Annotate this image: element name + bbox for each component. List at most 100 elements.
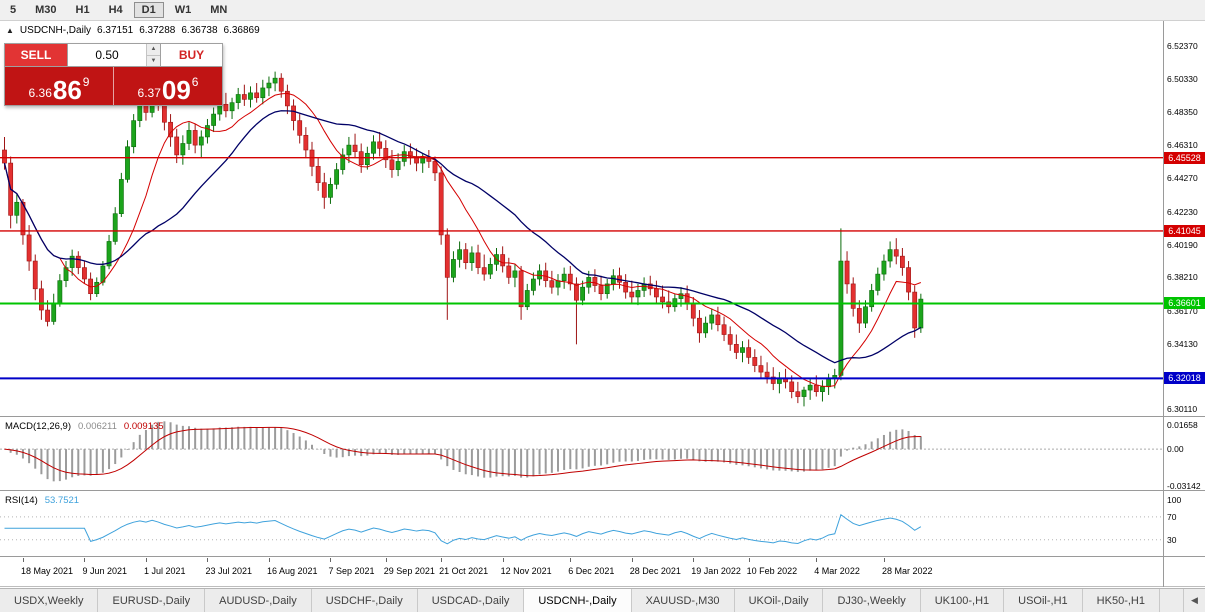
volume-up-icon[interactable]: ▲ — [147, 44, 160, 55]
date-tick-mark — [816, 558, 818, 562]
price-axis-label: 6.52370 — [1167, 40, 1198, 51]
price-line-label: 6.41045 — [1164, 224, 1205, 237]
rsi-label: RSI(14) — [5, 495, 38, 506]
macd-value: 0.006211 — [78, 421, 117, 432]
date-label: 28 Dec 2021 — [629, 566, 681, 576]
bid-main-digits: 86 — [52, 75, 82, 105]
timeframe-mn[interactable]: MN — [202, 2, 235, 18]
date-tick-mark — [385, 558, 387, 562]
buy-button[interactable]: BUY — [160, 44, 222, 66]
date-tick-mark — [441, 558, 443, 562]
quote-row: 6.36 86 9 6.37 09 6 — [5, 66, 222, 105]
date-label: 7 Sep 2021 — [328, 566, 375, 576]
macd-indicator-panel[interactable]: MACD(12,26,9) 0.006211 0.009135 0.01658 0… — [0, 418, 1205, 491]
ask-main-digits: 09 — [161, 75, 191, 105]
chart-tabs-bar: USDX,Weekly EURUSD-,Daily AUDUSD-,Daily USD… — [0, 588, 1205, 612]
timeframe-m30[interactable]: M30 — [27, 2, 64, 18]
date-tick-mark — [84, 558, 86, 562]
date-tick-mark — [22, 558, 24, 562]
date-label: 10 Feb 2022 — [746, 566, 798, 576]
ohlc-open: 6.37151 — [97, 25, 134, 36]
date-tick-mark — [570, 558, 572, 562]
date-tick-mark — [748, 558, 750, 562]
timeframe-w1[interactable]: W1 — [167, 2, 200, 18]
timeframe-h4[interactable]: H4 — [101, 2, 131, 18]
tab-scroll-left-icon[interactable]: ◀ — [1183, 589, 1205, 612]
price-axis-label: 6.30110 — [1167, 404, 1198, 415]
tab-ukoil-daily[interactable]: UKOil-,Daily — [734, 589, 824, 612]
tab-audusd-daily[interactable]: AUDUSD-,Daily — [205, 589, 312, 612]
macd-label-row: MACD(12,26,9) 0.006211 0.009135 — [5, 421, 164, 432]
ohlc-high: 6.37288 — [139, 25, 176, 36]
price-axis-label: 6.46310 — [1167, 139, 1198, 150]
rsi-value: 53.7521 — [44, 495, 80, 506]
tab-usdx-weekly[interactable]: USDX,Weekly — [0, 589, 99, 612]
date-tick-mark — [207, 558, 209, 562]
bid-price[interactable]: 6.36 86 9 — [5, 67, 113, 105]
price-axis-label: 6.44270 — [1167, 173, 1198, 184]
macd-axis-label: 0.01658 — [1167, 420, 1198, 431]
tab-usoil-h1[interactable]: USOil-,H1 — [1004, 589, 1083, 612]
date-label: 16 Aug 2021 — [266, 566, 318, 576]
ask-pip-digit: 6 — [191, 75, 199, 89]
date-label: 1 Jul 2021 — [143, 566, 186, 576]
volume-input[interactable] — [68, 44, 146, 66]
timeframe-h1[interactable]: H1 — [68, 2, 98, 18]
tab-eurusd-daily[interactable]: EURUSD-,Daily — [98, 589, 206, 612]
timeframe-toolbar: 5 M30 H1 H4 D1 W1 MN — [0, 0, 1205, 21]
rsi-canvas[interactable] — [0, 492, 1163, 557]
ohlc-close: 6.36869 — [223, 25, 260, 36]
date-label: 18 May 2021 — [20, 566, 73, 576]
price-axis-label: 6.38210 — [1167, 272, 1198, 283]
date-label: 29 Sep 2021 — [383, 566, 435, 576]
tab-hk50-h1[interactable]: HK50-,H1 — [1082, 589, 1160, 612]
macd-axis-label: -0.03142 — [1167, 481, 1201, 491]
price-axis-label: 6.50330 — [1167, 74, 1198, 85]
date-tick-mark — [631, 558, 633, 562]
date-tick-mark — [883, 558, 885, 562]
timeframe-5[interactable]: 5 — [2, 2, 24, 18]
tab-dj30-weekly[interactable]: DJ30-,Weekly — [823, 589, 921, 612]
price-line-label: 6.36601 — [1164, 297, 1205, 310]
tab-uk100-h1[interactable]: UK100-,H1 — [920, 589, 1005, 612]
sell-button[interactable]: SELL — [5, 44, 67, 66]
date-tick-mark — [502, 558, 504, 562]
rsi-indicator-panel[interactable]: RSI(14) 53.7521 100 70 30 — [0, 492, 1205, 557]
tab-xauusd-m30[interactable]: XAUUSD-,M30 — [631, 589, 735, 612]
price-axis-label: 6.36170 — [1167, 305, 1198, 316]
price-axis-label: 6.42230 — [1167, 206, 1198, 217]
bid-pip-digit: 9 — [82, 75, 90, 89]
ohlc-low: 6.36738 — [181, 25, 218, 36]
tab-usdcnh-daily[interactable]: USDCNH-,Daily — [524, 589, 632, 612]
rsi-label-row: RSI(14) 53.7521 — [5, 495, 79, 506]
tab-usdcad-daily[interactable]: USDCAD-,Daily — [417, 589, 525, 612]
date-label: 4 Mar 2022 — [814, 566, 860, 576]
ask-price[interactable]: 6.37 09 6 — [113, 67, 222, 105]
date-label: 21 Oct 2021 — [439, 566, 489, 576]
macd-label: MACD(12,26,9) — [5, 421, 71, 432]
time-axis[interactable]: 18 May 2021 9 Jun 2021 1 Jul 2021 23 Jul 20… — [0, 558, 1205, 587]
price-line-label: 6.45528 — [1164, 151, 1205, 164]
macd-canvas[interactable] — [0, 418, 1163, 491]
date-label: 6 Dec 2021 — [568, 566, 615, 576]
rsi-axis-label: 70 — [1167, 511, 1177, 522]
date-tick-mark — [268, 558, 270, 562]
price-line-label: 6.32018 — [1164, 372, 1205, 385]
panel-collapse-triangle-icon[interactable]: ▲ — [6, 26, 14, 35]
tab-usdchf-daily[interactable]: USDCHF-,Daily — [311, 589, 418, 612]
date-label: 19 Jan 2022 — [691, 566, 741, 576]
date-label: 23 Jul 2021 — [205, 566, 252, 576]
volume-field: ▲ ▼ — [67, 44, 160, 66]
timeframe-d1[interactable]: D1 — [133, 2, 164, 18]
price-chart-panel[interactable]: ▲ USDCNH-,Daily 6.37151 6.37288 6.36738 … — [0, 21, 1205, 417]
trade-controls-row: SELL ▲ ▼ BUY — [5, 44, 222, 66]
volume-down-icon[interactable]: ▼ — [147, 54, 160, 66]
rsi-axis-label: 30 — [1167, 534, 1177, 545]
date-label: 12 Nov 2021 — [500, 566, 552, 576]
date-label: 28 Mar 2022 — [881, 566, 933, 576]
bid-prefix: 6.36 — [28, 86, 52, 100]
candlestick-canvas[interactable] — [0, 21, 1163, 417]
rsi-axis-label: 100 — [1167, 494, 1182, 505]
macd-signal-value: 0.009135 — [123, 421, 164, 432]
